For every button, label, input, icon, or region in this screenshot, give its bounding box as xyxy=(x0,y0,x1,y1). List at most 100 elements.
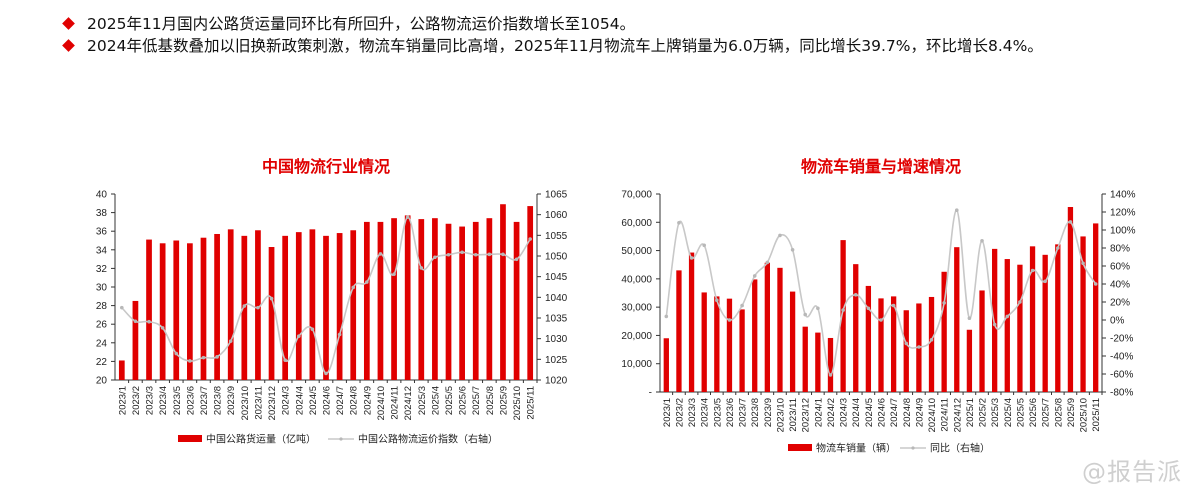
left-tick-label: 32 xyxy=(96,264,108,275)
bar xyxy=(214,233,220,380)
chart-title: 物流车销量与增速情况 xyxy=(801,157,961,176)
x-tick-label: 2024/11 xyxy=(390,386,401,420)
bar xyxy=(979,290,985,392)
bar xyxy=(445,223,452,380)
line-point xyxy=(904,341,909,346)
left-tick-label: 34 xyxy=(96,245,108,256)
x-tick-label: 2023/11 xyxy=(253,386,264,420)
bar xyxy=(268,247,275,380)
line-point xyxy=(147,319,151,324)
x-tick-label: 2023/3 xyxy=(687,398,698,427)
x-tick-label: 2023/1 xyxy=(117,386,128,415)
line-point xyxy=(1081,261,1085,266)
bar xyxy=(1080,236,1086,392)
bar xyxy=(739,309,745,392)
bar xyxy=(527,206,534,380)
bar xyxy=(377,221,384,380)
legend-bar-label: 物流车销量（辆） xyxy=(816,442,896,455)
bar xyxy=(802,326,808,392)
bar xyxy=(992,248,998,392)
right-tick-label: -40% xyxy=(1110,352,1133,363)
x-tick-label: 2023/4 xyxy=(158,386,169,415)
x-tick-label: 2023/7 xyxy=(199,386,210,415)
summary-bullets: 2025年11月国内公路货运量同环比有所回升，公路物流运价指数增长至1054。 … xyxy=(60,12,1190,56)
bar xyxy=(726,298,733,392)
line-point xyxy=(1005,314,1010,319)
line-point xyxy=(446,252,451,257)
x-tick-label: 2024/3 xyxy=(839,398,850,427)
line-point xyxy=(929,338,934,342)
bar xyxy=(187,243,193,380)
bar xyxy=(350,230,357,380)
legend-bar-swatch xyxy=(788,444,812,451)
legend-line-label: 中国公路物流运价指数（右轴） xyxy=(358,433,498,446)
bar xyxy=(146,239,152,380)
bar xyxy=(472,221,479,380)
line-point xyxy=(133,319,138,324)
right-tick-label: 1030 xyxy=(545,334,568,345)
legend-line-label: 同比（右轴） xyxy=(930,442,990,455)
bar xyxy=(714,296,720,392)
line-point xyxy=(337,332,342,337)
x-tick-label: 2023/5 xyxy=(172,386,183,415)
line-point xyxy=(879,318,883,322)
bar xyxy=(853,264,859,392)
bullet-text: 2024年低基数叠加以旧换新政策刺激，物流车销量同比高增，2025年11月物流车… xyxy=(87,37,1043,55)
bar xyxy=(282,235,289,380)
logistics-industry-chart-svg: 中国物流行业情况 20 22 24 26 28 30 32 34 36 38 40 1020 1025 10… xyxy=(96,157,568,446)
x-tick-label: 2023/6 xyxy=(725,398,736,427)
line-point xyxy=(816,306,820,311)
line-point xyxy=(201,355,206,360)
x-tick-label: 2025/1 xyxy=(965,398,976,427)
x-tick-label: 2024/5 xyxy=(308,386,319,415)
x-tick-label: 2023/10 xyxy=(775,398,786,432)
x-tick-label: 2025/3 xyxy=(990,398,1001,427)
line-point xyxy=(269,296,274,301)
x-tick-label: 2025/7 xyxy=(471,386,482,415)
x-tick-label: 2023/4 xyxy=(700,398,711,427)
line-point xyxy=(1068,220,1073,224)
x-tick-label: 2023/3 xyxy=(145,386,156,415)
x-tick-label: 2025/4 xyxy=(430,386,441,415)
left-tick-label: 60,000 xyxy=(621,218,652,229)
bar xyxy=(676,270,682,392)
left-tick-label: 20,000 xyxy=(621,331,652,342)
right-tick-label: 1060 xyxy=(545,210,568,221)
line-point xyxy=(954,208,959,212)
x-tick-label: 2024/10 xyxy=(376,386,387,420)
bar xyxy=(878,298,884,392)
bar xyxy=(966,329,973,392)
x-tick-label: 2024/6 xyxy=(877,398,888,427)
line-point xyxy=(120,305,124,310)
x-tick-label: 2025/8 xyxy=(485,386,496,415)
line-point xyxy=(752,274,757,278)
left-tick-label: 26 xyxy=(96,320,108,331)
x-tick-label: 2024/5 xyxy=(864,398,875,427)
x-tick-label: 2023/10 xyxy=(240,386,251,420)
x-tick-label: 2024/9 xyxy=(362,386,373,415)
bar xyxy=(827,337,834,392)
line-point xyxy=(310,327,315,331)
line-point xyxy=(967,316,972,320)
left-tick-label: 30,000 xyxy=(621,303,652,314)
line-point xyxy=(283,358,287,362)
line-point xyxy=(917,345,921,349)
bullet-text: 2025年11月国内公路货运量同环比有所回升，公路物流运价指数增长至1054。 xyxy=(87,15,636,33)
left-tick-label: 30 xyxy=(96,283,108,294)
line-point xyxy=(324,371,328,376)
line-point xyxy=(689,256,694,260)
line-point xyxy=(891,303,896,308)
bar xyxy=(295,232,302,380)
bar xyxy=(132,300,139,380)
left-tick-label: 40,000 xyxy=(621,274,652,285)
line-point xyxy=(174,351,179,356)
bar xyxy=(1093,223,1099,392)
line-point xyxy=(215,355,219,359)
bar xyxy=(688,252,695,392)
left-tick-label: 38 xyxy=(96,208,108,219)
bar xyxy=(1055,244,1061,392)
bar xyxy=(459,226,465,380)
line-point xyxy=(242,304,247,308)
bar xyxy=(954,247,960,392)
legend-bar-label: 中国公路货运量（亿吨） xyxy=(206,433,316,446)
